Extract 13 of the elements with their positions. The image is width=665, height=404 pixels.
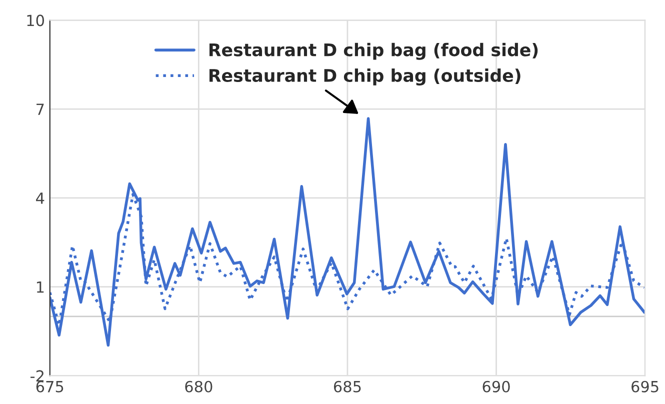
x-tick-label: 675 [36,380,64,392]
legend-label: Restaurant D chip bag (outside) [209,68,520,86]
y-tick-label: -2 [30,370,44,382]
y-tick-label: 10 [27,14,44,26]
x-tick-label: 695 [632,380,658,392]
x-tick-label: 685 [334,380,361,392]
line-series [50,117,646,347]
x-tick-label: 680 [185,380,212,392]
y-tick-label: 4 [36,192,44,204]
y-tick-label: 1 [36,282,44,293]
x-tick-label: 690 [482,380,510,392]
y-tick-label: 7 [36,104,44,115]
legend-label: Restaurant D chip bag (food side) [209,42,538,60]
